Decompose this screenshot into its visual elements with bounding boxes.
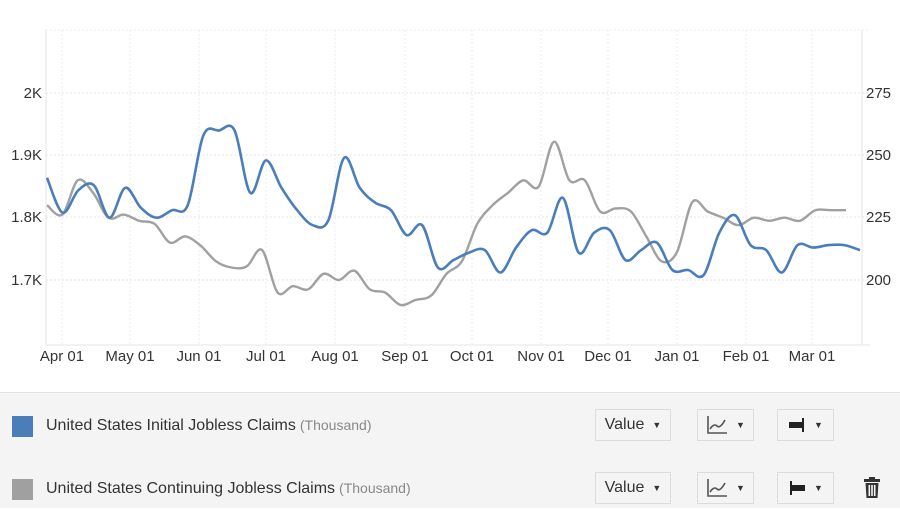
x-axis-tick-label: Feb 01 [723, 348, 770, 365]
right-axis-tick-label: 250 [866, 147, 891, 164]
x-axis-tick-label: Jan 01 [654, 348, 699, 365]
x-axis-tick-label: Nov 01 [517, 348, 565, 365]
left-y-axis: 2K 1.9K 1.8K 1.7K [11, 85, 42, 289]
right-y-axis: 275 250 225 200 [866, 85, 891, 289]
chart-legend: United States Initial Jobless Claims (Tho… [0, 392, 900, 508]
caret-down-icon: ▼ [736, 483, 745, 493]
initial-claims-line[interactable] [45, 124, 861, 279]
caret-down-icon: ▼ [814, 420, 823, 430]
x-axis-tick-label: Aug 01 [311, 348, 359, 365]
chart-type-select[interactable]: ▼ [697, 472, 754, 504]
left-axis-tick-label: 1.7K [11, 272, 42, 289]
left-axis-icon [790, 481, 806, 495]
x-axis-tick-label: Sep 01 [381, 348, 429, 365]
axis-select[interactable]: ▼ [777, 472, 834, 504]
axis-select[interactable]: ▼ [777, 409, 834, 441]
x-axis-tick-label: Jul 01 [246, 348, 286, 365]
delete-series-button[interactable] [862, 476, 882, 500]
caret-down-icon: ▼ [652, 483, 662, 493]
line-chart: 2K 1.9K 1.8K 1.7K 275 250 225 200 Apr 01 May 01… [11, 29, 891, 365]
legend-row-initial-claims: United States Initial Jobless Claims (Tho… [0, 407, 900, 447]
trash-icon [864, 477, 880, 498]
series-label: United States Initial Jobless Claims (Tho… [46, 417, 371, 435]
x-axis-tick-label: Oct 01 [450, 348, 494, 365]
plot-frame [45, 30, 870, 346]
line-chart-icon [707, 416, 728, 434]
series-name: United States Initial Jobless Claims [46, 417, 296, 434]
series-name: United States Continuing Jobless Claims [46, 480, 336, 497]
value-select[interactable]: Value ▼ [595, 409, 671, 441]
left-axis-tick-label: 1.8K [11, 209, 42, 226]
series-color-swatch[interactable] [12, 416, 33, 437]
chart-grid [46, 29, 870, 345]
series-label: United States Continuing Jobless Claims(… [46, 480, 411, 498]
left-axis-tick-label: 1.9K [11, 147, 42, 164]
legend-row-continuing-claims: United States Continuing Jobless Claims(… [0, 470, 900, 510]
caret-down-icon: ▼ [652, 420, 662, 430]
x-axis-tick-label: Mar 01 [789, 348, 836, 365]
continuing-claims-line[interactable] [46, 140, 846, 307]
right-axis-tick-label: 225 [866, 209, 891, 226]
caret-down-icon: ▼ [736, 420, 745, 430]
x-axis-tick-label: Jun 01 [176, 348, 221, 365]
value-select-label: Value [604, 479, 645, 496]
x-axis: Apr 01 May 01 Jun 01 Jul 01 Aug 01 Sep 01 Oct … [40, 348, 835, 365]
right-axis-tick-label: 200 [866, 272, 891, 289]
caret-down-icon: ▼ [814, 483, 823, 493]
series-unit: (Thousand) [339, 480, 411, 496]
line-chart-icon [707, 479, 728, 497]
left-axis-tick-label: 2K [24, 85, 42, 102]
x-axis-tick-label: Dec 01 [584, 348, 632, 365]
x-axis-tick-label: May 01 [105, 348, 154, 365]
chart-type-select[interactable]: ▼ [697, 409, 754, 441]
value-select[interactable]: Value ▼ [595, 472, 671, 504]
series-color-swatch[interactable] [12, 479, 33, 500]
right-axis-tick-label: 275 [866, 85, 891, 102]
value-select-label: Value [604, 416, 645, 433]
right-axis-icon [789, 418, 805, 432]
x-axis-tick-label: Apr 01 [40, 348, 84, 365]
series-unit: (Thousand) [299, 417, 372, 433]
